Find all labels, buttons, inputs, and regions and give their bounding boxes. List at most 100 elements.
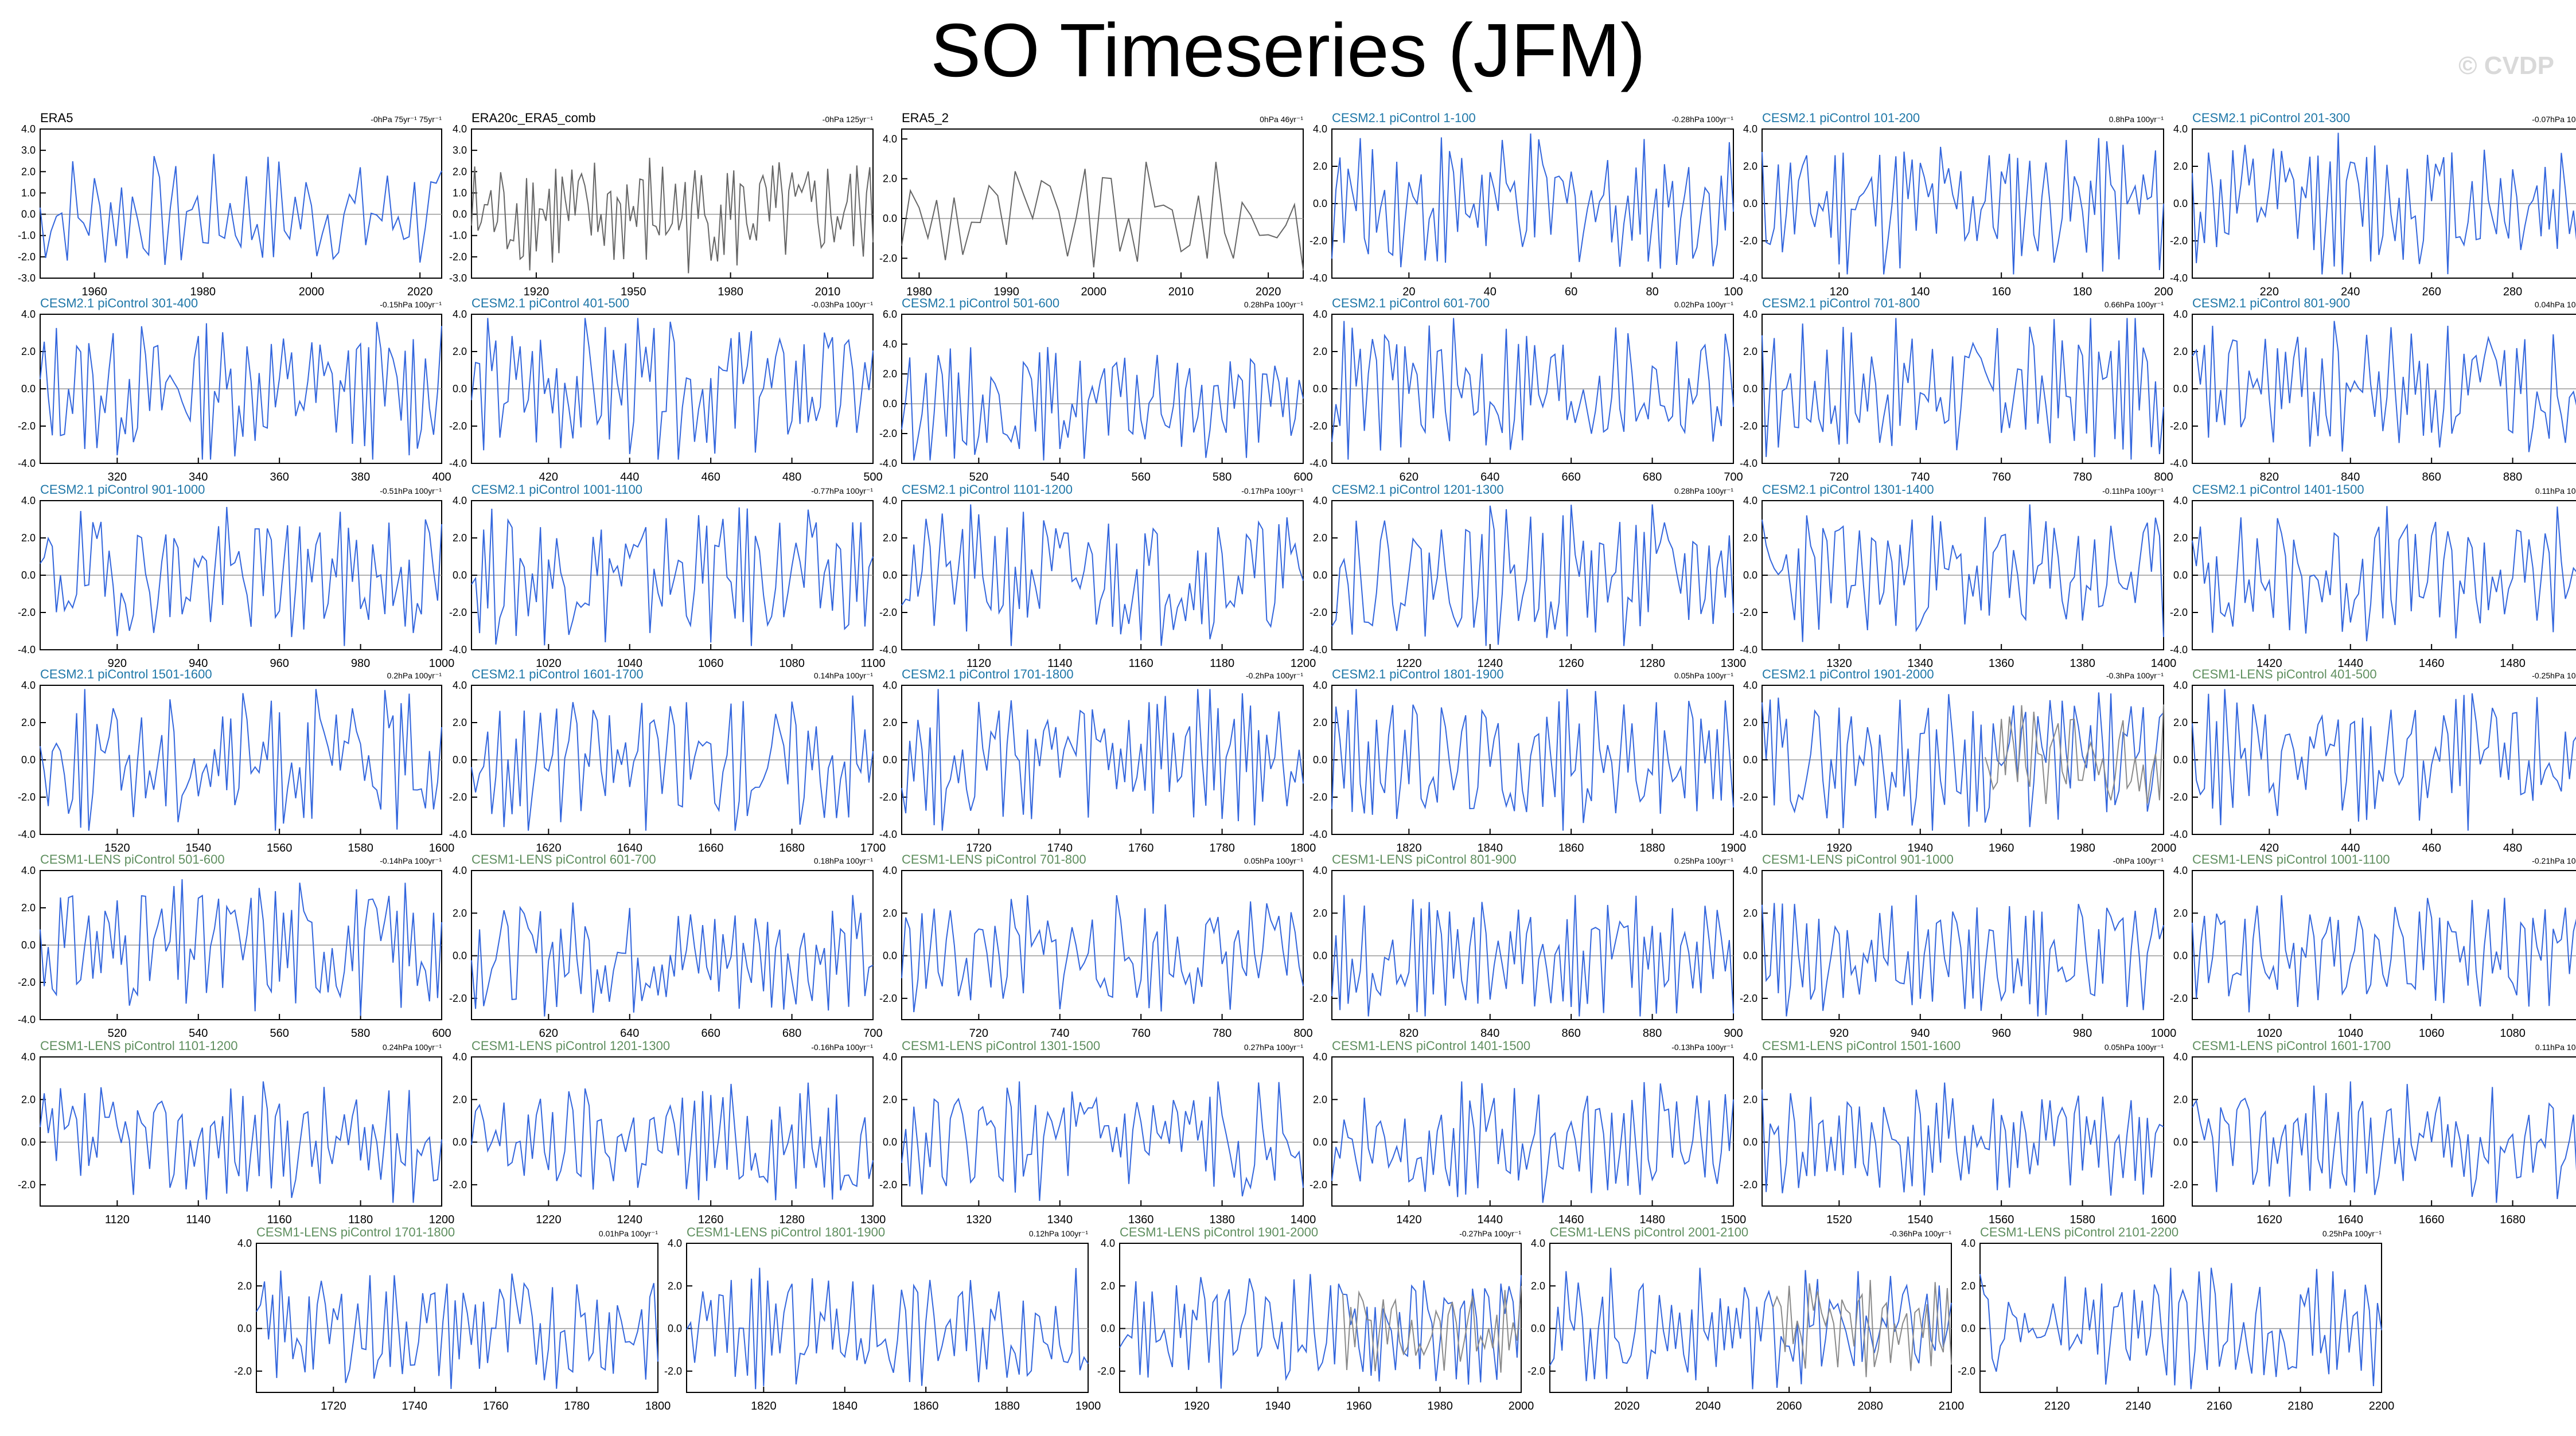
plot-frame	[901, 314, 1304, 464]
y-tick-label: 2.0	[21, 532, 36, 544]
plot-frame	[471, 1056, 874, 1207]
x-tick-label: 540	[1050, 471, 1069, 483]
y-tick-label: -2.0	[879, 993, 897, 1004]
x-tick-label: 1220	[1396, 657, 1422, 670]
y-tick-label: 2.0	[883, 532, 897, 544]
x-tick-label: 880	[2503, 471, 2522, 483]
panel-title: CESM1-LENS piControl 801-900	[1332, 852, 1517, 867]
y-tick-label: 1.0	[21, 187, 36, 198]
plot-frame	[1979, 1243, 2382, 1393]
y-tick-label: 4.0	[1313, 680, 1327, 691]
series-line	[901, 895, 1304, 1013]
panel-title: ERA5	[40, 111, 73, 125]
x-tick-label: 580	[1213, 471, 1232, 483]
timeseries-panel: CESM1-LENS piControl 401-500 -0.25hPa 100…	[2170, 667, 2576, 854]
x-tick-label: 1960	[81, 286, 107, 298]
x-tick-label: 700	[863, 1027, 882, 1040]
series-line	[686, 1267, 1089, 1390]
series-line	[40, 879, 442, 1016]
x-tick-label: 1080	[779, 657, 805, 670]
y-tick-label: -4.0	[18, 1014, 36, 1025]
x-tick-label: 1640	[617, 842, 643, 854]
y-tick-label: 2.0	[1743, 1094, 1757, 1105]
panel-trend: 0.25hPa 100yr⁻¹	[2322, 1229, 2382, 1238]
x-tick-label: 800	[2154, 471, 2173, 483]
x-tick-label: 1500	[1721, 1213, 1747, 1226]
y-tick-label: 4.0	[2173, 1051, 2188, 1063]
x-tick-label: 1800	[1291, 842, 1316, 854]
x-tick-label: 400	[432, 471, 451, 483]
x-tick-label: 820	[2260, 471, 2279, 483]
y-tick-label: -2.0	[1740, 420, 1757, 432]
y-tick-label: 4.0	[1313, 865, 1327, 876]
panel-trend: -0.25hPa 100yr⁻¹	[2532, 671, 2576, 680]
panel-trend: -0.21hPa 100yr⁻¹	[2532, 856, 2576, 865]
panel-title: CESM2.1 piControl 601-700	[1332, 296, 1490, 310]
panel-trend: -0.16hPa 100yr⁻¹	[811, 1043, 873, 1052]
y-tick-label: 2.0	[1313, 1094, 1327, 1105]
plot-frame	[471, 128, 874, 279]
timeseries-panel: CESM1-LENS piControl 1601-1700 0.11hPa 10…	[2170, 1039, 2576, 1226]
x-tick-label: 1540	[186, 842, 212, 854]
x-tick-label: 1200	[1291, 657, 1316, 670]
y-tick-label: -2.0	[2170, 791, 2188, 803]
y-tick-label: -2.0	[18, 251, 36, 263]
x-tick-label: 360	[270, 471, 289, 483]
x-tick-label: 840	[2341, 471, 2360, 483]
panel-trend: -0.27hPa 100yr⁻¹	[1459, 1229, 1521, 1238]
x-tick-label: 660	[1561, 471, 1580, 483]
x-tick-label: 860	[1561, 1027, 1580, 1040]
panel-trend: 0.8hPa 100yr⁻¹	[2109, 115, 2164, 124]
x-tick-label: 680	[782, 1027, 801, 1040]
x-tick-label: 1360	[1128, 1213, 1154, 1226]
x-tick-label: 1480	[1639, 1213, 1665, 1226]
y-tick-label: 0.0	[21, 939, 36, 951]
y-tick-label: -2.0	[879, 252, 897, 264]
panel-trend: 0.2hPa 100yr⁻¹	[387, 671, 442, 680]
panel-title: CESM2.1 piControl 801-900	[2192, 296, 2350, 310]
x-tick-label: 1000	[429, 657, 455, 670]
y-tick-label: -2.0	[1527, 1365, 1545, 1377]
x-tick-label: 1860	[913, 1400, 939, 1412]
y-tick-label: 4.0	[21, 1051, 36, 1063]
timeseries-panel: CESM1-LENS piControl 701-800 0.05hPa 100y…	[879, 852, 1313, 1040]
y-tick-label: -2.0	[449, 251, 467, 263]
x-tick-label: 1760	[483, 1400, 509, 1412]
panel-title: CESM2.1 piControl 1301-1400	[1762, 482, 1934, 497]
y-tick-label: -2.0	[1310, 993, 1327, 1004]
x-tick-label: 1740	[402, 1400, 428, 1412]
series-line	[901, 162, 1304, 271]
y-tick-label: 2.0	[1313, 346, 1327, 357]
x-tick-label: 960	[1992, 1027, 2010, 1040]
y-tick-label: 4.0	[2173, 123, 2188, 135]
x-tick-label: 1840	[1478, 842, 1503, 854]
panel-title: CESM2.1 piControl 1801-1900	[1332, 667, 1504, 681]
y-tick-label: 2.0	[1313, 717, 1327, 728]
series-line	[471, 1082, 874, 1200]
y-tick-label: 2.0	[21, 1094, 36, 1105]
timeseries-panel: CESM1-LENS piControl 2001-2100 -0.36hPa 1…	[1527, 1225, 1964, 1412]
timeseries-panel: CESM2.1 piControl 1-100 -0.28hPa 100yr⁻¹ -…	[1310, 111, 1743, 298]
panel-title: CESM1-LENS piControl 1001-1100	[2192, 852, 2390, 867]
panel-trend: 0.11hPa 100yr⁻¹	[2535, 486, 2576, 495]
x-tick-label: 560	[1131, 471, 1150, 483]
y-tick-label: 3.0	[21, 145, 36, 156]
x-tick-label: 860	[2422, 471, 2441, 483]
series-line	[1331, 1081, 1734, 1203]
y-tick-label: 2.0	[1743, 161, 1757, 172]
y-tick-label: -2.0	[1310, 1179, 1327, 1191]
series-line	[1761, 895, 2164, 1017]
x-tick-label: 1400	[2151, 657, 2177, 670]
y-tick-label: -2.0	[449, 1179, 467, 1191]
x-tick-label: 1060	[698, 657, 724, 670]
timeseries-panel: CESM2.1 piControl 1501-1600 0.2hPa 100yr⁻…	[18, 667, 454, 854]
x-tick-label: 1240	[1478, 657, 1503, 670]
y-tick-label: 2.0	[883, 173, 897, 185]
panel-trend: 0.02hPa 100yr⁻¹	[1674, 300, 1733, 309]
y-tick-label: 4.0	[1531, 1238, 1545, 1249]
y-tick-label: 2.0	[21, 717, 36, 728]
x-tick-label: 560	[270, 1027, 289, 1040]
x-tick-label: 280	[2503, 286, 2522, 298]
x-tick-label: 320	[108, 471, 127, 483]
panel-title: CESM1-LENS piControl 1701-1800	[256, 1225, 455, 1239]
